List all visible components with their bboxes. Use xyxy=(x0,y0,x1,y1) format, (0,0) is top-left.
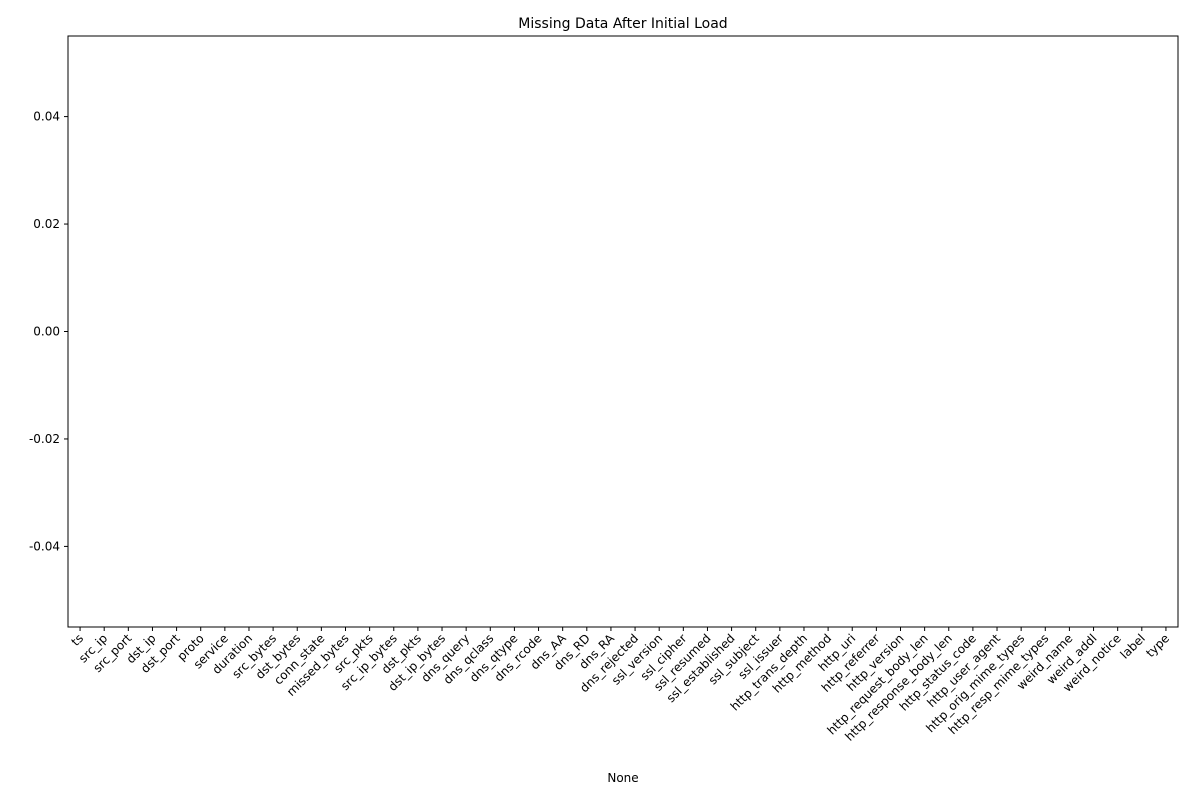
y-tick-label: 0.02 xyxy=(33,217,60,231)
x-axis-label: None xyxy=(607,771,638,785)
y-tick-label: 0.04 xyxy=(33,110,60,124)
y-tick-label: -0.02 xyxy=(29,432,60,446)
y-tick-label: -0.04 xyxy=(29,539,60,553)
plot-area-frame xyxy=(67,35,1179,628)
y-axis: 0.04 0.02 0.00 -0.02 -0.04 xyxy=(29,110,68,553)
chart-title: Missing Data After Initial Load xyxy=(518,16,727,32)
y-tick-label: 0.00 xyxy=(33,325,60,339)
